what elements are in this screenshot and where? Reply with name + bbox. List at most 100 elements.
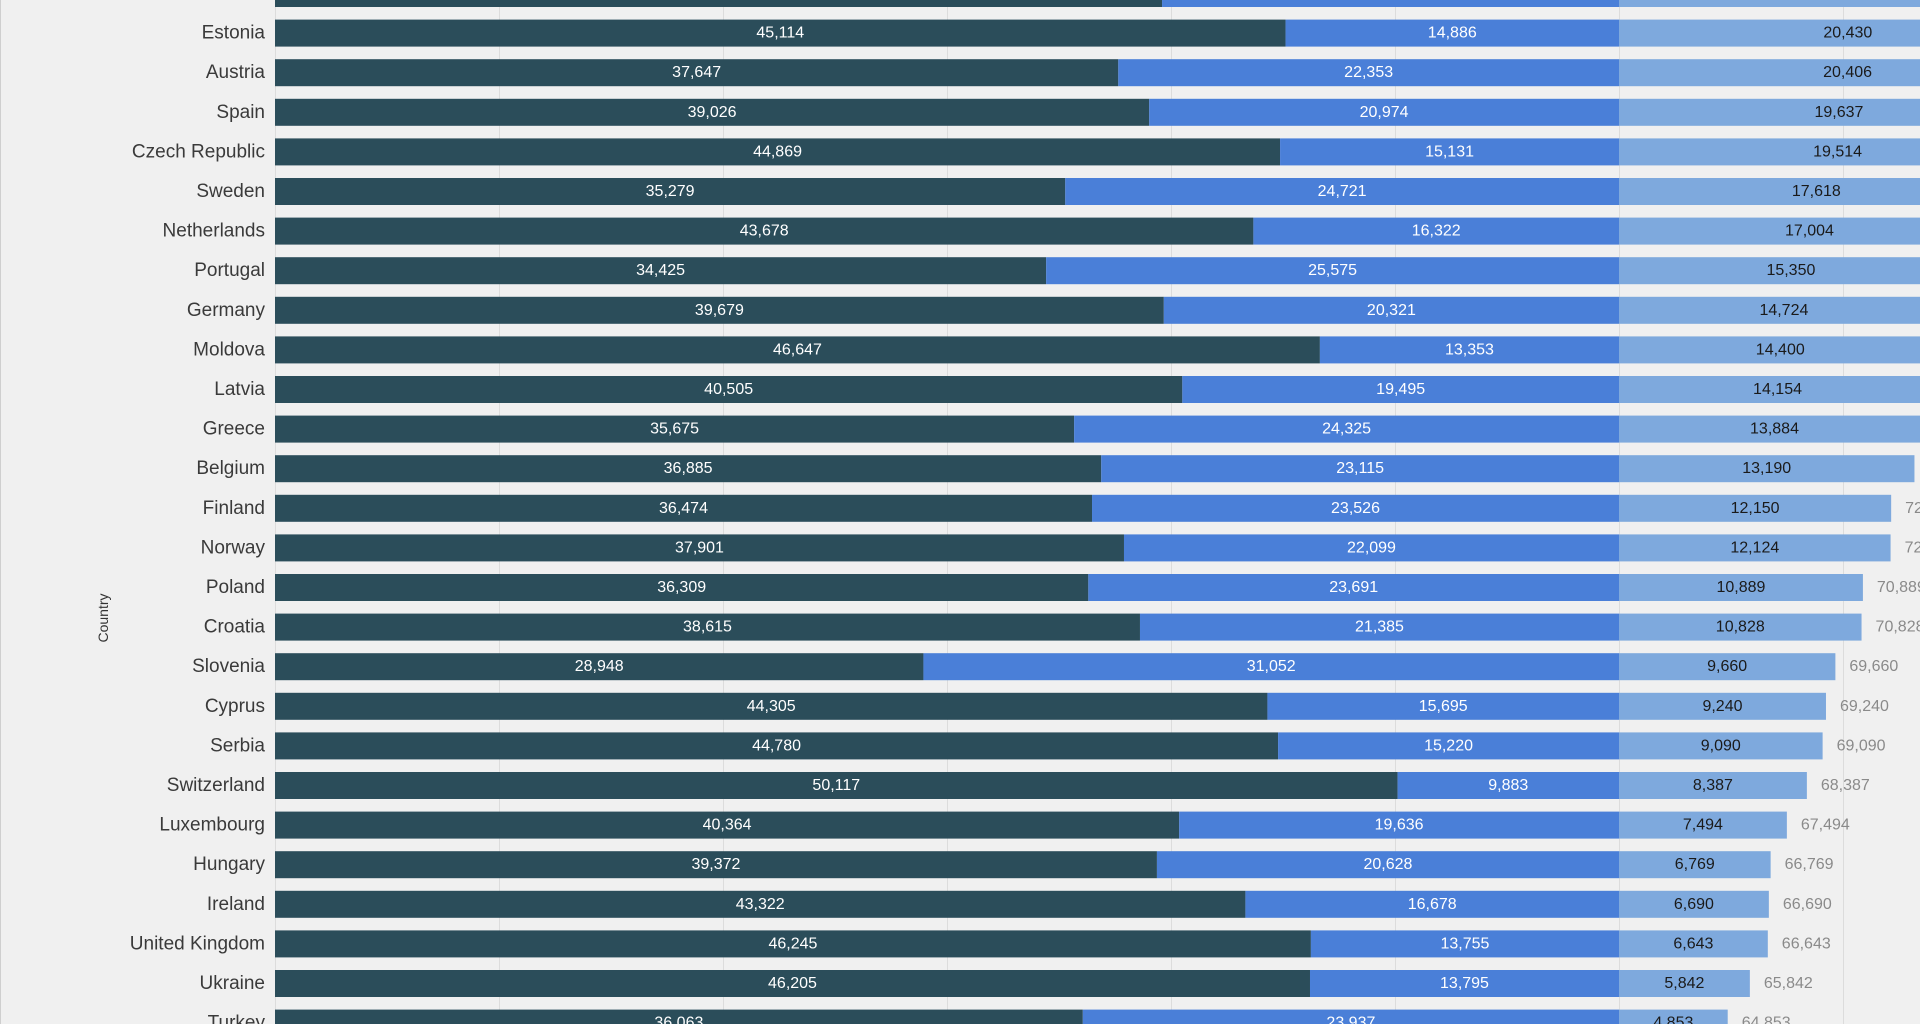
segment-label: 20,430 bbox=[1823, 25, 1872, 42]
bar-segment bbox=[1280, 138, 1619, 166]
segment-label: 13,884 bbox=[1750, 421, 1799, 438]
bar-segment bbox=[1397, 772, 1619, 799]
bar-segment bbox=[1619, 257, 1920, 285]
bar-segment bbox=[275, 692, 1268, 720]
bar-segment bbox=[1182, 376, 1619, 403]
bar-segment bbox=[1619, 692, 1826, 720]
segment-label: 8,387 bbox=[1693, 777, 1733, 794]
bar-segment bbox=[1619, 534, 1891, 562]
category-label: Portugal bbox=[194, 260, 265, 281]
bar-segment bbox=[275, 574, 1089, 601]
segment-label: 20,628 bbox=[1363, 856, 1412, 873]
segment-label: 23,937 bbox=[1326, 1015, 1375, 1024]
segment-label: 13,353 bbox=[1445, 341, 1494, 358]
segment-label: 34,425 bbox=[636, 262, 685, 279]
total-label: 69,240 bbox=[1840, 698, 1889, 715]
bar-segment bbox=[1619, 138, 1920, 166]
bar-segment bbox=[275, 138, 1281, 166]
bar-segment bbox=[1118, 59, 1619, 87]
segment-label: 23,526 bbox=[1331, 500, 1380, 517]
bar-segment bbox=[1156, 851, 1619, 879]
segment-label: 16,678 bbox=[1408, 896, 1457, 913]
category-label: Latvia bbox=[214, 379, 265, 400]
bar-segment bbox=[1619, 217, 1920, 245]
segment-label: 15,220 bbox=[1424, 737, 1473, 754]
segment-label: 10,889 bbox=[1716, 579, 1765, 596]
segment-label: 13,190 bbox=[1742, 460, 1791, 477]
segment-label: 37,901 bbox=[675, 539, 724, 556]
bar-segment bbox=[1619, 178, 1920, 205]
total-label: 72,124 bbox=[1905, 539, 1920, 556]
bar-segment bbox=[275, 415, 1075, 443]
segment-label: 35,675 bbox=[650, 421, 699, 438]
bar-segment bbox=[275, 930, 1311, 958]
category-label: Estonia bbox=[202, 23, 266, 44]
segment-label: 22,353 bbox=[1344, 64, 1393, 81]
bar-segment bbox=[275, 455, 1102, 483]
segment-label: 9,660 bbox=[1707, 658, 1747, 675]
segment-label: 37,647 bbox=[672, 64, 721, 81]
bar-segment bbox=[275, 613, 1140, 641]
segment-label: 10,828 bbox=[1716, 619, 1765, 636]
bar-segment bbox=[1619, 613, 1862, 641]
segment-label: 36,309 bbox=[657, 579, 706, 596]
segment-label: 14,400 bbox=[1756, 341, 1805, 358]
segment-label: 24,721 bbox=[1318, 183, 1367, 200]
segment-label: 4,853 bbox=[1653, 1015, 1693, 1024]
bar-segment bbox=[1310, 930, 1619, 958]
segment-label: 39,679 bbox=[695, 302, 744, 319]
category-label: Germany bbox=[187, 300, 266, 321]
bar-segment bbox=[1619, 811, 1787, 839]
bar-segment bbox=[1619, 772, 1807, 799]
bar-segment bbox=[1619, 415, 1920, 443]
segment-label: 31,052 bbox=[1247, 658, 1296, 675]
category-label: Hungary bbox=[193, 854, 265, 875]
bar-segment bbox=[275, 494, 1093, 522]
bar-segment bbox=[1619, 336, 1920, 364]
category-label: Finland bbox=[203, 498, 265, 519]
bar-segment bbox=[1619, 970, 1750, 997]
segment-label: 46,647 bbox=[773, 341, 822, 358]
bar-segment bbox=[1162, 0, 1619, 7]
bar-segment bbox=[1619, 851, 1771, 879]
segment-label: 6,769 bbox=[1675, 856, 1715, 873]
bar-segment bbox=[1619, 455, 1915, 483]
bar-segment bbox=[275, 1009, 1083, 1024]
segment-label: 15,131 bbox=[1425, 143, 1474, 160]
bar-segment bbox=[1285, 19, 1619, 47]
segment-label: 19,514 bbox=[1813, 143, 1862, 160]
segment-label: 44,780 bbox=[752, 737, 801, 754]
segment-label: 43,678 bbox=[740, 223, 789, 240]
segment-label: 36,474 bbox=[659, 500, 708, 517]
bar-segment bbox=[1092, 494, 1619, 522]
bar-segment bbox=[1619, 653, 1836, 681]
bar-segment bbox=[1619, 59, 1920, 87]
bar-segment bbox=[1619, 574, 1863, 601]
total-label: 66,690 bbox=[1783, 896, 1832, 913]
segment-label: 14,886 bbox=[1428, 25, 1477, 42]
category-label: Czech Republic bbox=[132, 141, 265, 162]
segment-label: 46,205 bbox=[768, 975, 817, 992]
bar-segment bbox=[1309, 970, 1619, 997]
category-label: Switzerland bbox=[167, 775, 265, 796]
segment-label: 20,974 bbox=[1360, 104, 1409, 121]
total-label: 65,842 bbox=[1764, 975, 1813, 992]
bar-segment bbox=[1267, 692, 1619, 720]
category-label: Austria bbox=[206, 62, 266, 83]
category-label: Sweden bbox=[196, 181, 265, 202]
category-label: Serbia bbox=[210, 735, 265, 756]
bar-segment bbox=[1074, 415, 1619, 443]
bar-segment bbox=[275, 772, 1398, 799]
segment-label: 45,114 bbox=[756, 25, 804, 42]
segment-label: 23,115 bbox=[1336, 460, 1384, 477]
segment-label: 24,325 bbox=[1322, 421, 1371, 438]
bar-segment bbox=[275, 296, 1164, 324]
total-label: 66,769 bbox=[1785, 856, 1834, 873]
bar-segment bbox=[275, 19, 1286, 47]
segment-label: 20,406 bbox=[1823, 64, 1872, 81]
segment-label: 13,755 bbox=[1440, 935, 1489, 952]
bar-segment bbox=[1619, 890, 1769, 918]
bar-segment bbox=[1065, 178, 1619, 205]
segment-label: 44,869 bbox=[753, 143, 802, 160]
bar-segment bbox=[1619, 296, 1920, 324]
